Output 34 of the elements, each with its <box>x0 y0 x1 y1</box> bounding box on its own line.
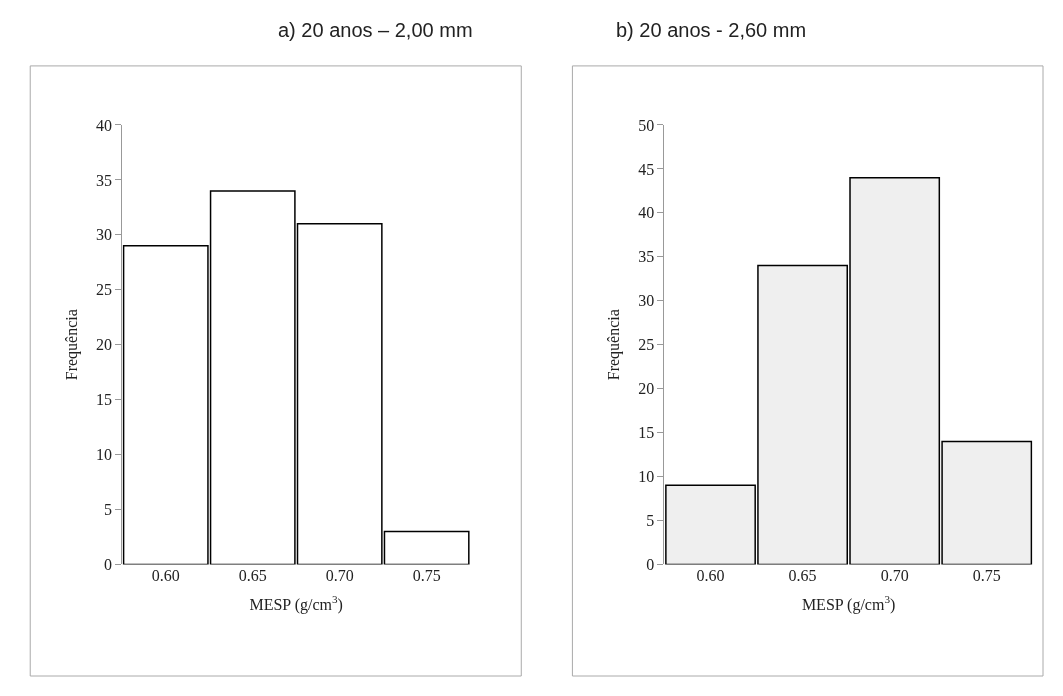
y-tick-label: 35 <box>638 248 655 266</box>
y-tick-label: 50 <box>638 116 655 134</box>
y-tick-label: 0 <box>646 556 655 574</box>
y-tick-label: 15 <box>638 424 655 442</box>
y-axis-title: Frequência <box>63 309 81 381</box>
y-tick-label: 40 <box>96 116 113 134</box>
x-tick-label: 0.60 <box>696 567 725 585</box>
y-tick-label: 30 <box>96 226 113 244</box>
x-tick-label: 0.60 <box>151 567 180 585</box>
y-tick-label: 20 <box>96 336 113 354</box>
y-tick-label: 40 <box>638 204 655 222</box>
y-tick-label: 5 <box>646 512 655 530</box>
x-tick-label: 0.70 <box>325 567 354 585</box>
y-tick-label: 25 <box>638 336 655 354</box>
y-tick-label: 15 <box>96 391 113 409</box>
x-tick-label: 0.65 <box>788 567 817 585</box>
y-tick-label: 35 <box>96 171 113 189</box>
y-tick-label: 20 <box>638 380 655 398</box>
y-axis-title: Frequência <box>605 309 624 381</box>
y-tick-label: 10 <box>96 446 113 464</box>
chart-title: a) 20 anos – 2,00 mm <box>278 19 473 41</box>
y-tick-label: 5 <box>104 501 113 519</box>
y-tick-label: 10 <box>638 468 655 486</box>
x-axis-title: MESP (g/cm$^{3}$) <box>801 593 896 615</box>
x-tick-label: 0.65 <box>238 567 267 585</box>
y-tick-label: 30 <box>638 292 655 310</box>
x-tick-label: 0.75 <box>972 567 1001 585</box>
y-tick-label: 25 <box>96 281 113 299</box>
x-axis-title: MESP (g/cm$^{3}$) <box>249 593 343 615</box>
x-tick-label: 0.70 <box>880 567 909 585</box>
y-tick-label: 45 <box>638 160 655 178</box>
y-tick-label: 0 <box>104 556 113 574</box>
x-tick-label: 0.75 <box>412 567 441 585</box>
chart-title: b) 20 anos - 2,60 mm <box>616 19 807 41</box>
